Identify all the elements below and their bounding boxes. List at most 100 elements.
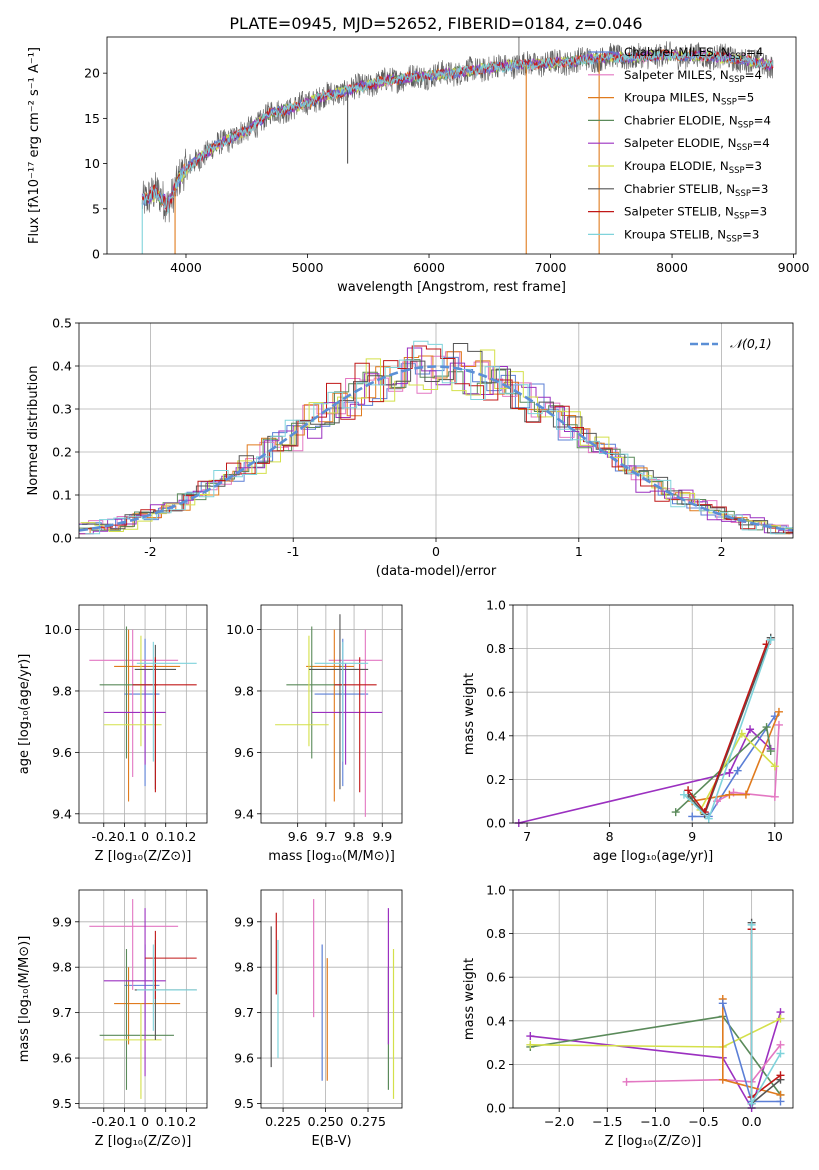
weight-line-chabrier_stelib (687, 637, 772, 816)
weight-line-salpeter_miles (716, 724, 780, 802)
x-tick-label: -0.2 (92, 829, 116, 844)
weight-marker (741, 790, 750, 799)
x-tick-label: 9000 (778, 260, 810, 275)
x-tick-label: −0.5 (688, 1114, 718, 1129)
weight-marker (725, 768, 734, 777)
weight-marker (776, 1097, 785, 1106)
weight-marker (679, 790, 688, 799)
y-tick-label: 9.4 (52, 806, 72, 821)
axes-frame (260, 889, 403, 1109)
weight-marker (747, 920, 756, 929)
y-tick-label: 9.5 (52, 1096, 72, 1111)
weight-marker (747, 1099, 756, 1108)
y-tick-label: 0.0 (52, 531, 72, 546)
weight-marker (526, 1032, 535, 1041)
weight-marker (770, 762, 779, 771)
y-tick-label: 0.4 (52, 359, 72, 374)
y-tick-label: 0.0 (486, 1101, 506, 1116)
weight-marker (762, 723, 771, 732)
gaussian-curve (78, 365, 794, 532)
y-tick-label: 9.8 (52, 683, 72, 698)
y-tick-label: 0.8 (486, 641, 506, 656)
x-tick-label: 7000 (535, 260, 567, 275)
y-tick-label: 0.4 (486, 1013, 506, 1028)
y-tick-label: 9.7 (234, 1005, 254, 1020)
weight-marker (776, 1014, 785, 1023)
legend-entry: Kroupa ELODIE, NSSP=3 (624, 159, 762, 176)
weight-marker (733, 766, 742, 775)
histogram-kroupa_stelib (85, 340, 793, 535)
axes-frame (78, 604, 208, 824)
x-tick-label: 8000 (656, 260, 688, 275)
y-axis-label: age [log₁₀(age/yr)] (17, 654, 32, 775)
histogram-salpeter_elodie (79, 347, 793, 535)
histogram-salpeter_stelib (83, 345, 793, 533)
x-tick-label: 4000 (170, 260, 202, 275)
y-tick-label: 9.8 (52, 960, 72, 975)
y-tick-label: 9.4 (234, 806, 254, 821)
y-tick-label: 0.6 (486, 685, 506, 700)
weight-marker (770, 792, 779, 801)
weight-marker (684, 786, 693, 795)
histogram-chabrier_stelib (82, 343, 793, 534)
y-tick-label: 0.0 (486, 816, 506, 831)
x-tick-label: -1 (287, 544, 299, 559)
x-tick-label: −2.0 (544, 1114, 574, 1129)
weight-marker (671, 808, 680, 817)
y-tick-label: 0.2 (486, 772, 506, 787)
weight-marker (776, 1049, 785, 1058)
x-tick-label: 0.1 (156, 829, 176, 844)
legend-entry: Kroupa STELIB, NSSP=3 (624, 227, 759, 244)
y-tick-label: 0.5 (52, 316, 72, 331)
x-tick-label: 0 (432, 544, 440, 559)
panel-1: -2 -1 0 1 2 0.0 0.1 0.2 0.3 0.4 0.5 (data-model)/er… (26, 316, 794, 579)
x-tick-label: 6000 (413, 260, 445, 275)
x-tick-label: 0.275 (350, 1114, 386, 1129)
weight-marker (766, 635, 775, 644)
y-tick-label: 9.9 (234, 914, 254, 929)
y-tick-label: 10 (84, 156, 100, 171)
x-tick-label: 9.6 (288, 829, 308, 844)
y-tick-label: 9.6 (52, 745, 72, 760)
legend-entry: Salpeter ELODIE, NSSP=4 (624, 136, 770, 153)
y-tick-label: 9.8 (234, 683, 254, 698)
weight-marker (526, 1040, 535, 1049)
weight-line-salpeter_elodie (518, 727, 772, 824)
x-axis-label: Z [log₁₀(Z/Z⊙)] (95, 849, 192, 864)
panel-2: -0.2-0.1 0 0.1 0.2 9.4 9.6 9.8 10.0 Z [log₁₀(Z/Z… (17, 604, 208, 864)
x-tick-label: -0.2 (92, 1114, 116, 1129)
x-tick-label: 0.1 (156, 1114, 176, 1129)
y-tick-label: 9.5 (234, 1096, 254, 1111)
legend-entry: Chabrier MILES, NSSP=4 (624, 45, 763, 62)
y-axis-label: mass weight (462, 673, 477, 755)
figure-title: PLATE=0945, MJD=52652, FIBERID=0184, z=0… (229, 14, 642, 33)
weight-marker (737, 729, 746, 738)
x-tick-label: 0.2 (176, 829, 196, 844)
y-tick-label: 1.0 (486, 883, 506, 898)
x-tick-label: 0.225 (265, 1114, 301, 1129)
weight-marker (766, 747, 775, 756)
y-tick-label: 9.8 (234, 960, 254, 975)
weight-marker (725, 790, 734, 799)
y-tick-label: 0.4 (486, 728, 506, 743)
y-tick-label: 5 (92, 201, 100, 216)
x-axis-label: (data-model)/error (376, 564, 497, 579)
y-axis-label: Normed distribution (26, 366, 41, 496)
y-tick-label: 20 (84, 66, 100, 81)
x-tick-label: 0 (141, 1114, 149, 1129)
y-tick-label: 9.6 (234, 1051, 254, 1066)
legend-entry: Chabrier STELIB, NSSP=3 (624, 182, 768, 199)
axes-frame (78, 322, 794, 539)
weight-line-salpeter_miles (626, 1044, 782, 1083)
y-axis-label: mass [log₁₀(M/M⊙)] (17, 936, 32, 1063)
weight-marker (776, 1040, 785, 1049)
spectrum-kroupa_stelib (142, 50, 774, 215)
x-tick-label: 0.2 (176, 1114, 196, 1129)
y-axis-label: Flux [fλ10⁻¹⁷ erg cm⁻² s⁻¹ A⁻¹] (27, 47, 42, 244)
panel-5: -0.2-0.1 0 0.1 0.2 9.5 9.6 9.7 9.8 9.9 Z [log₁₀(Z… (17, 889, 208, 1149)
legend-entry: Kroupa MILES, NSSP=5 (624, 91, 754, 108)
weight-marker (718, 999, 727, 1008)
x-axis-label: Z [log₁₀(Z/Z⊙)] (95, 1134, 192, 1149)
legend-entry: 𝒩(0,1) (730, 336, 772, 351)
